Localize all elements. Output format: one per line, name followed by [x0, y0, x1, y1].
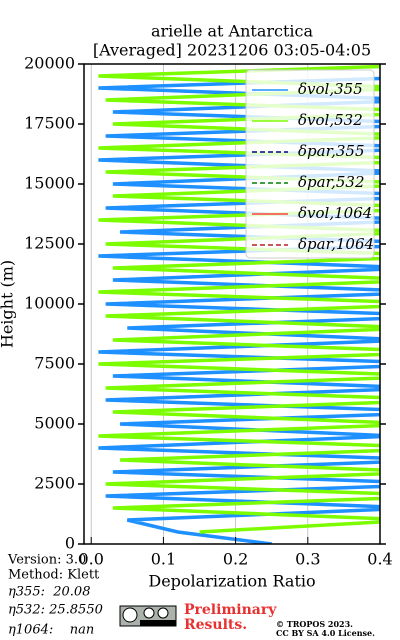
- copyright-line: © TROPOS 2023.: [276, 619, 353, 629]
- y-tick-label: 2500: [34, 474, 75, 493]
- eta-355: η355: 20.08: [8, 585, 90, 600]
- legend-label: δpar,532: [298, 173, 365, 191]
- y-tick-label: 7500: [34, 354, 75, 373]
- y-tick-label: 12500: [24, 234, 75, 253]
- x-tick-label: 0.4: [367, 550, 392, 569]
- y-tick-label: 10000: [24, 294, 75, 313]
- y-tick-label: 5000: [34, 414, 75, 433]
- eta-532: η532: 25.8550: [8, 603, 103, 618]
- copyright-line: CC BY SA 4.0 License.: [276, 628, 375, 638]
- notice-line: Preliminary: [184, 602, 277, 618]
- logo-circle: [122, 607, 138, 623]
- chart-subtitle: [Averaged] 20231206 03:05-04:05: [93, 41, 371, 60]
- legend-label: δvol,1064: [298, 204, 372, 222]
- y-tick-label: 15000: [24, 174, 75, 193]
- logo-circle: [157, 607, 169, 619]
- chart-title: arielle at Antarctica: [151, 22, 314, 41]
- logo-bar: [140, 620, 176, 626]
- version: Version: 3.0: [7, 553, 86, 568]
- y-axis-label: Height (m): [0, 260, 17, 348]
- y-tick-label: 17500: [24, 114, 75, 133]
- copyright: © TROPOS 2023. CC BY SA 4.0 License.: [276, 619, 375, 638]
- cc-logo: [119, 605, 177, 627]
- x-tick-label: 0.0: [78, 550, 103, 569]
- x-tick-label: 0.2: [223, 550, 248, 569]
- legend-label: δvol,355: [298, 80, 363, 98]
- x-tick-label: 0.3: [295, 550, 320, 569]
- legend: δvol,355 δvol,532 δpar,355 δpar,532 δvol,106…: [245, 69, 375, 259]
- logo-circle: [143, 607, 155, 619]
- method: Method: Klett: [8, 568, 100, 583]
- x-tick-label: 0.1: [151, 550, 176, 569]
- notice: Preliminary Results.: [184, 602, 277, 633]
- notice-line: Results.: [184, 617, 247, 633]
- x-axis-label: Depolarization Ratio: [148, 572, 315, 591]
- info: Version: 3.0 Method: Klett η355: 20.08 η…: [7, 553, 103, 638]
- legend-label: δpar,355: [298, 142, 365, 160]
- legend-label: δvol,532: [298, 111, 363, 129]
- legend-label: δpar,1064: [298, 235, 374, 253]
- legend-box: [245, 69, 375, 259]
- y-tick-label: 20000: [24, 54, 75, 73]
- y-tick-label: 0: [65, 534, 75, 553]
- eta-1064: η1064: nan: [8, 623, 94, 638]
